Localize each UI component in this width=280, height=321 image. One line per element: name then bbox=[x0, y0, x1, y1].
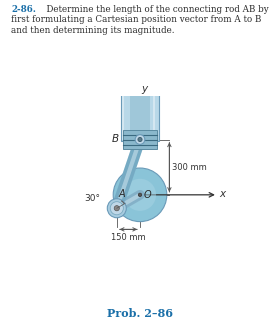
Text: 2-86.: 2-86. bbox=[11, 5, 36, 14]
Text: A: A bbox=[118, 189, 125, 199]
Bar bbox=[123, 130, 157, 149]
Bar bbox=[121, 73, 159, 79]
Circle shape bbox=[135, 135, 145, 144]
Circle shape bbox=[124, 179, 156, 211]
Text: O: O bbox=[143, 190, 151, 200]
Circle shape bbox=[138, 137, 142, 142]
Text: Determine the length of the connecting rod AB by: Determine the length of the connecting r… bbox=[41, 5, 268, 14]
Circle shape bbox=[138, 193, 142, 196]
Text: Prob. 2–86: Prob. 2–86 bbox=[107, 308, 173, 319]
Text: 300 mm: 300 mm bbox=[172, 163, 207, 172]
Circle shape bbox=[110, 202, 123, 215]
Text: x: x bbox=[220, 189, 226, 199]
Circle shape bbox=[113, 168, 167, 221]
Text: y: y bbox=[141, 84, 148, 94]
Text: first formulating a Cartesian position vector from A to B: first formulating a Cartesian position v… bbox=[11, 15, 262, 24]
Text: and then determining its magnitude.: and then determining its magnitude. bbox=[11, 26, 175, 35]
Bar bbox=[121, 79, 159, 141]
Text: 150 mm: 150 mm bbox=[111, 233, 146, 242]
Circle shape bbox=[114, 206, 119, 211]
Bar bbox=[122, 82, 124, 140]
Circle shape bbox=[107, 199, 126, 218]
Bar bbox=[153, 82, 155, 140]
Bar bbox=[130, 80, 150, 140]
Text: 30°: 30° bbox=[85, 194, 101, 203]
Text: B: B bbox=[111, 134, 118, 143]
